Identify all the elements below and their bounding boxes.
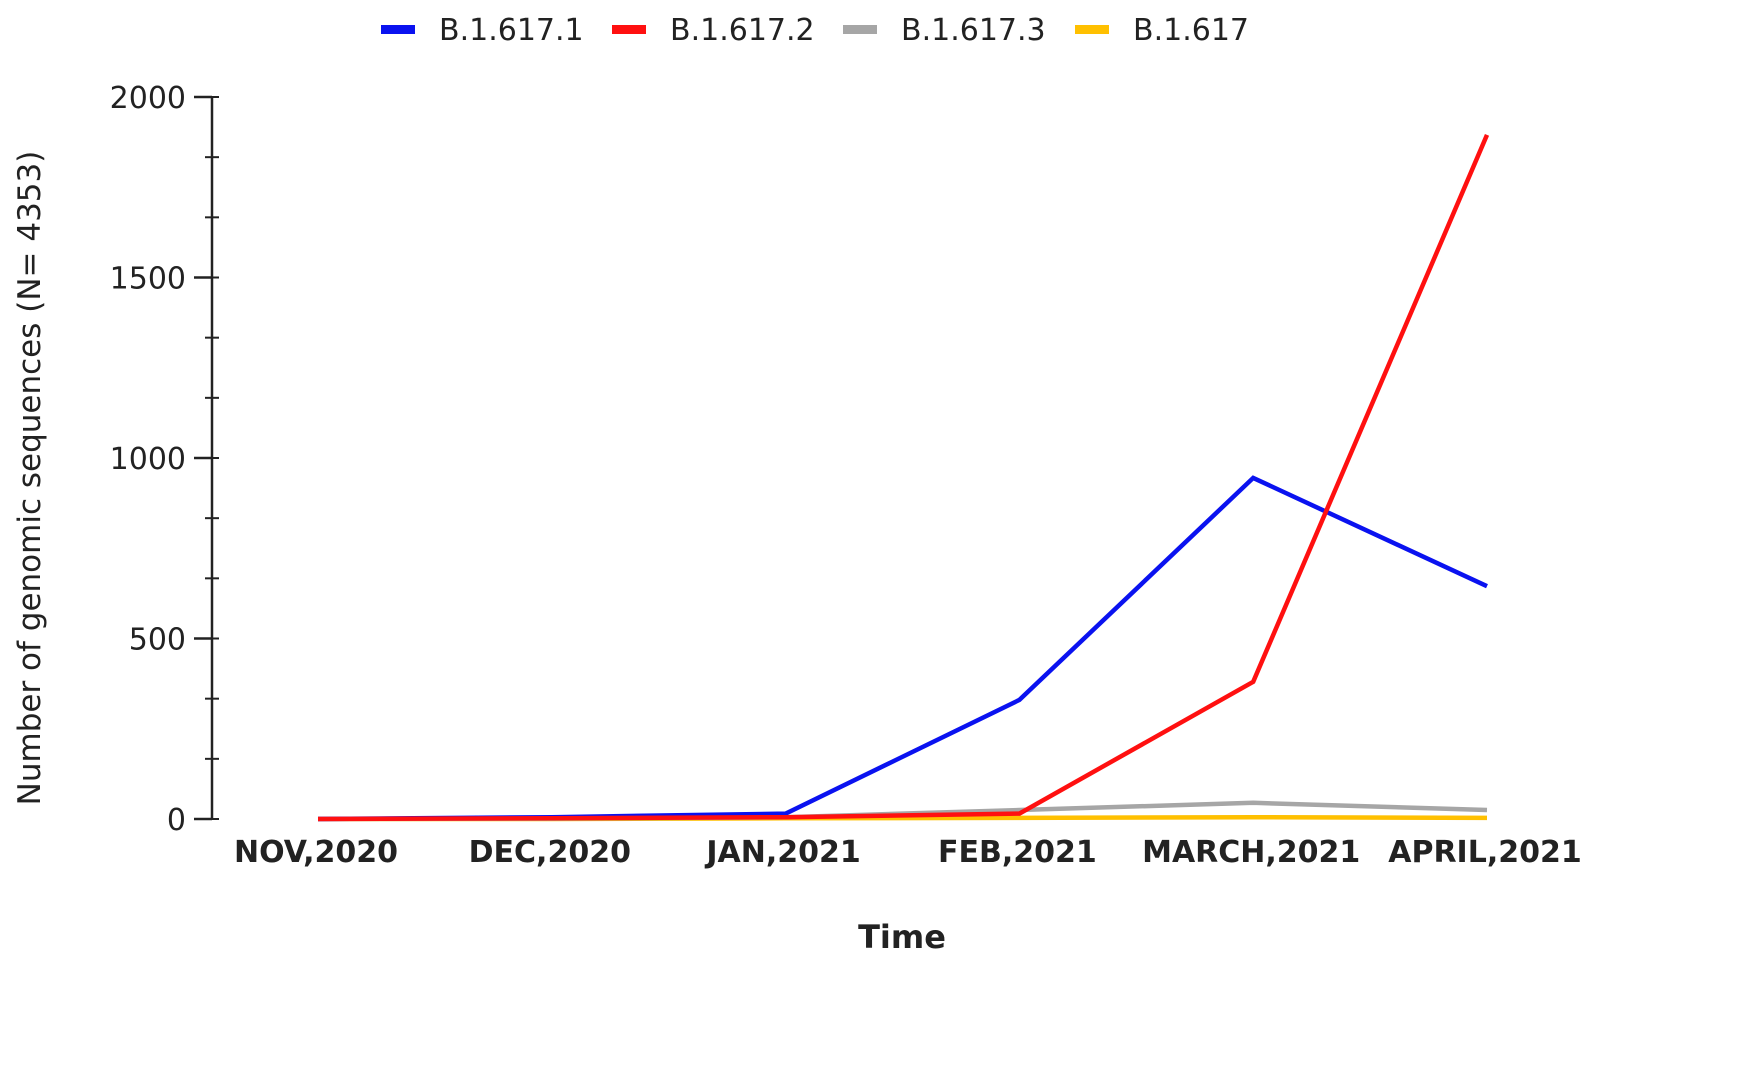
x-tick-label: DEC,2020 bbox=[469, 835, 631, 870]
legend-item: B.1.617.1 bbox=[381, 13, 584, 48]
legend-swatch bbox=[1075, 25, 1109, 34]
x-tick-label: FEB,2021 bbox=[938, 835, 1097, 870]
legend: B.1.617.1 B.1.617.2 B.1.617.3 B.1.617 bbox=[381, 13, 1249, 48]
legend-swatch bbox=[612, 25, 646, 34]
x-tick-label: JAN,2021 bbox=[704, 835, 860, 870]
y-axis: 0 500 1000 1500 2000 bbox=[110, 81, 219, 838]
y-tick-label: 500 bbox=[129, 623, 186, 658]
legend-item: B.1.617.2 bbox=[612, 13, 815, 48]
y-tick-label: 1500 bbox=[110, 262, 186, 297]
series-layer bbox=[317, 134, 1490, 822]
legend-label: B.1.617 bbox=[1133, 13, 1249, 48]
legend-label: B.1.617.3 bbox=[901, 13, 1046, 48]
x-tick-label: APRIL,2021 bbox=[1388, 835, 1581, 870]
series-line-b-1-617-1 bbox=[317, 475, 1488, 822]
y-tick-label: 1000 bbox=[110, 442, 186, 477]
y-tick-label: 0 bbox=[167, 803, 186, 838]
x-axis: NOV,2020 DEC,2020 JAN,2021 FEB,2021 MARCH,20… bbox=[234, 835, 1582, 870]
legend-item: B.1.617.3 bbox=[843, 13, 1046, 48]
legend-swatch bbox=[843, 25, 877, 34]
x-tick-label: NOV,2020 bbox=[234, 835, 398, 870]
legend-label: B.1.617.1 bbox=[439, 13, 584, 48]
x-axis-title: Time bbox=[858, 918, 946, 956]
series-line-b-1-617-2 bbox=[317, 134, 1490, 822]
y-axis-title: Number of genomic sequences (N= 4353) bbox=[12, 151, 48, 806]
legend-label: B.1.617.2 bbox=[670, 13, 815, 48]
x-tick-label: MARCH,2021 bbox=[1142, 835, 1360, 870]
legend-item: B.1.617 bbox=[1075, 13, 1249, 48]
y-tick-label: 2000 bbox=[110, 81, 186, 116]
legend-swatch bbox=[381, 25, 415, 34]
